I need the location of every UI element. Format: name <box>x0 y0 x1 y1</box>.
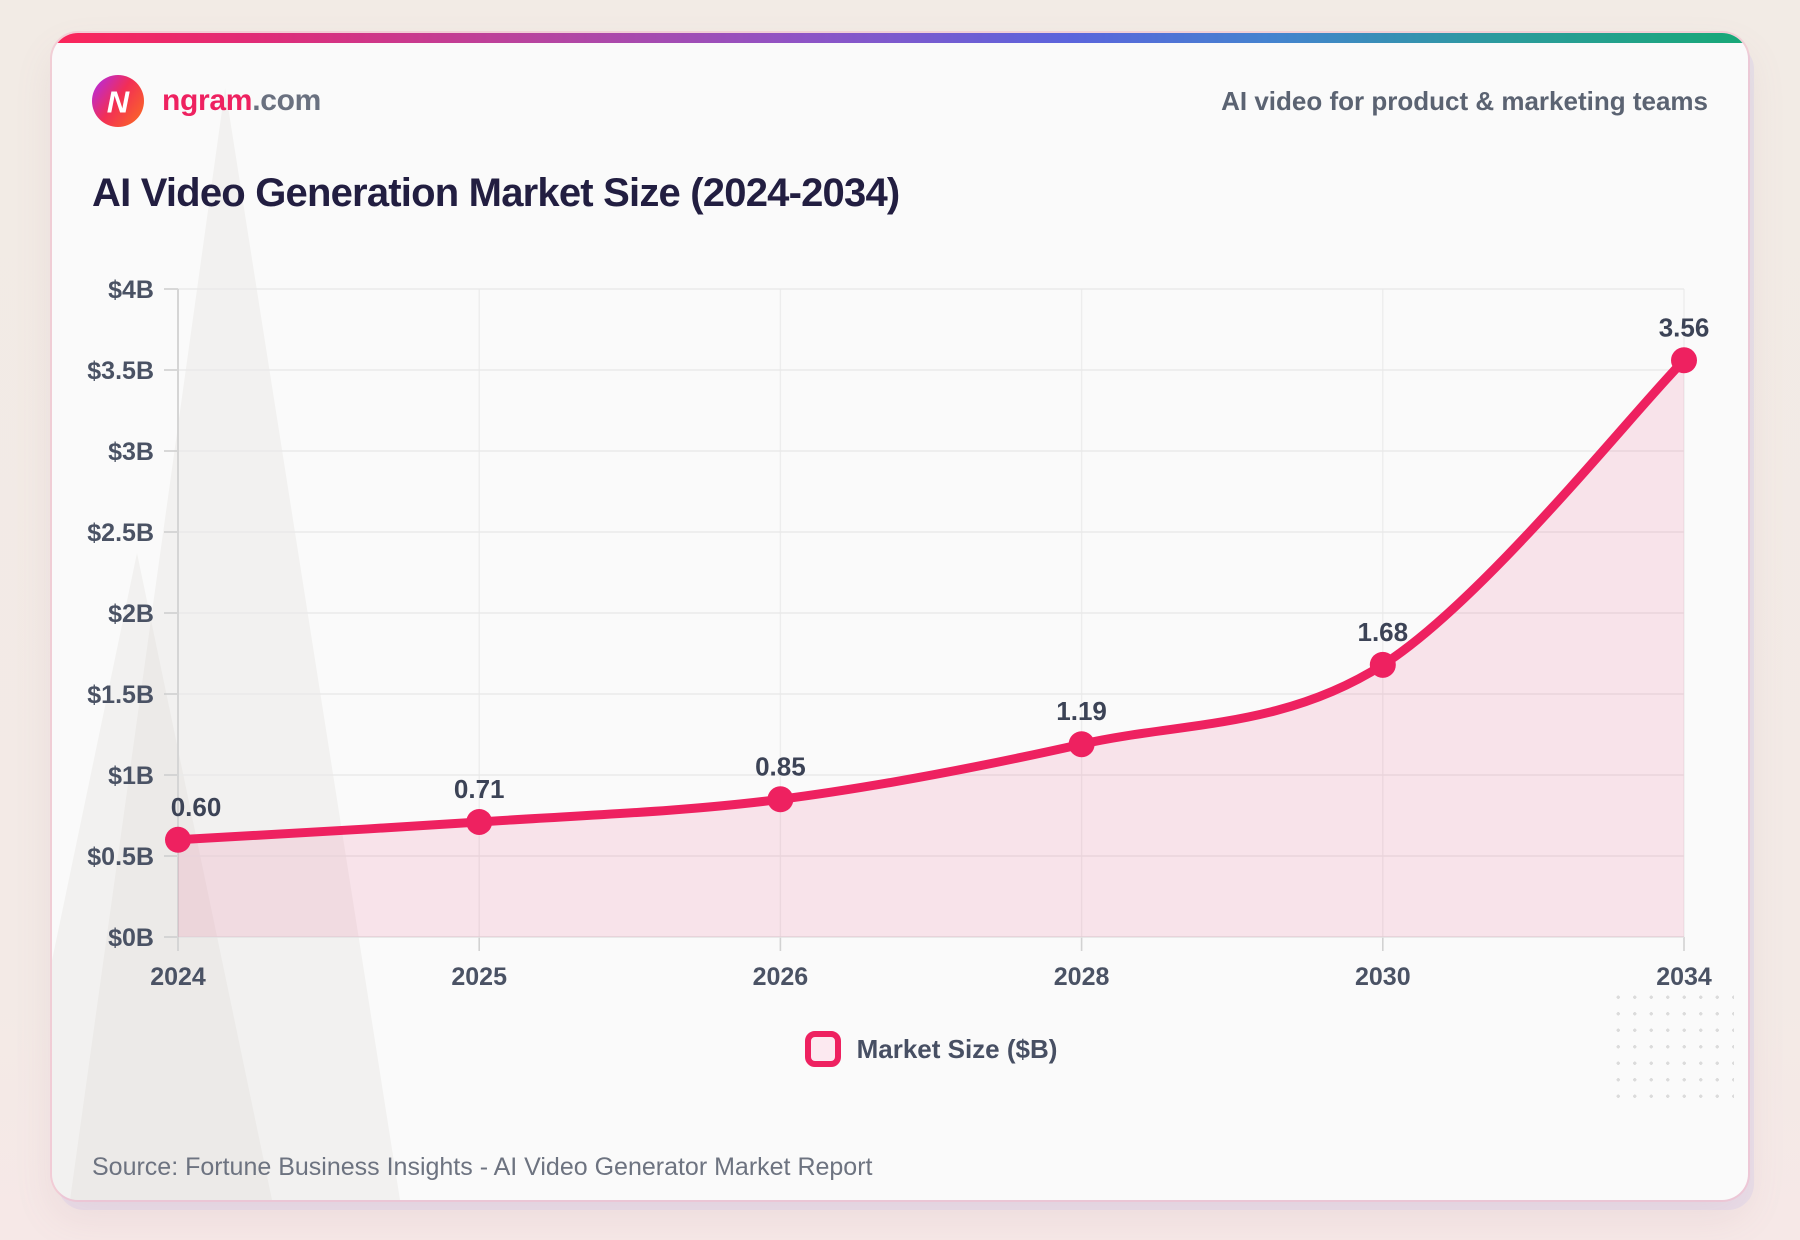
header: N ngram.com AI video for product & marke… <box>92 73 1708 129</box>
svg-text:$3B: $3B <box>108 438 154 466</box>
dot-grid-decoration <box>1610 989 1734 1109</box>
svg-text:2034: 2034 <box>1656 963 1712 991</box>
svg-text:2028: 2028 <box>1054 963 1110 991</box>
legend-swatch-icon <box>804 1031 841 1067</box>
market-size-chart: $0B $0.5B $1B $1.5B $2B $2.5B $3B $3.5B $4B 2024 2… <box>52 33 1748 1200</box>
svg-text:3.56: 3.56 <box>1659 312 1710 342</box>
ngram-logo[interactable]: N ngram.com <box>92 75 321 127</box>
svg-text:$0.5B: $0.5B <box>87 843 154 871</box>
svg-text:1.68: 1.68 <box>1357 617 1408 647</box>
data-labels: 0.60 0.71 0.85 1.19 1.68 3.56 <box>171 312 1710 822</box>
svg-text:1.19: 1.19 <box>1056 696 1107 726</box>
svg-text:0.85: 0.85 <box>755 751 806 781</box>
svg-text:N: N <box>107 85 130 120</box>
svg-text:2026: 2026 <box>753 963 809 991</box>
y-axis-labels: $0B $0.5B $1B $1.5B $2B $2.5B $3B $3.5B $4B <box>87 276 154 952</box>
header-tagline: AI video for product & marketing teams <box>1221 85 1708 116</box>
market-size-line <box>173 355 1689 845</box>
ngram-logo-icon: N <box>92 75 144 127</box>
source-text: Source: Fortune Business Insights - AI V… <box>92 1153 873 1181</box>
x-axis-labels: 2024 2025 2026 2028 2030 2034 <box>150 963 1712 991</box>
horizontal-gridlines <box>164 288 1684 938</box>
logo-text: ngram.com <box>162 84 321 118</box>
svg-text:0.71: 0.71 <box>454 774 505 804</box>
data-points[interactable] <box>165 347 1697 853</box>
svg-text:$0B: $0B <box>108 924 154 952</box>
svg-text:$1.5B: $1.5B <box>87 681 154 709</box>
infographic-card: N ngram.com AI video for product & marke… <box>52 33 1748 1200</box>
legend-label: Market Size ($B) <box>856 1033 1058 1064</box>
chart-title: AI Video Generation Market Size (2024-20… <box>92 171 900 215</box>
svg-text:$2.5B: $2.5B <box>87 519 154 547</box>
svg-text:$3.5B: $3.5B <box>87 357 154 385</box>
svg-text:2025: 2025 <box>451 963 507 991</box>
top-gradient-bar <box>52 33 1748 43</box>
svg-text:$4B: $4B <box>108 276 154 304</box>
chart-legend[interactable]: Market Size ($B) <box>178 1028 1684 1070</box>
area-fill <box>178 360 1684 937</box>
svg-text:2024: 2024 <box>150 963 206 991</box>
svg-text:$2B: $2B <box>108 600 154 628</box>
svg-text:2030: 2030 <box>1355 963 1411 991</box>
logo-domain: .com <box>252 84 322 117</box>
logo-brand: ngram <box>162 84 253 117</box>
svg-text:0.60: 0.60 <box>171 792 222 822</box>
svg-text:$1B: $1B <box>108 762 154 790</box>
